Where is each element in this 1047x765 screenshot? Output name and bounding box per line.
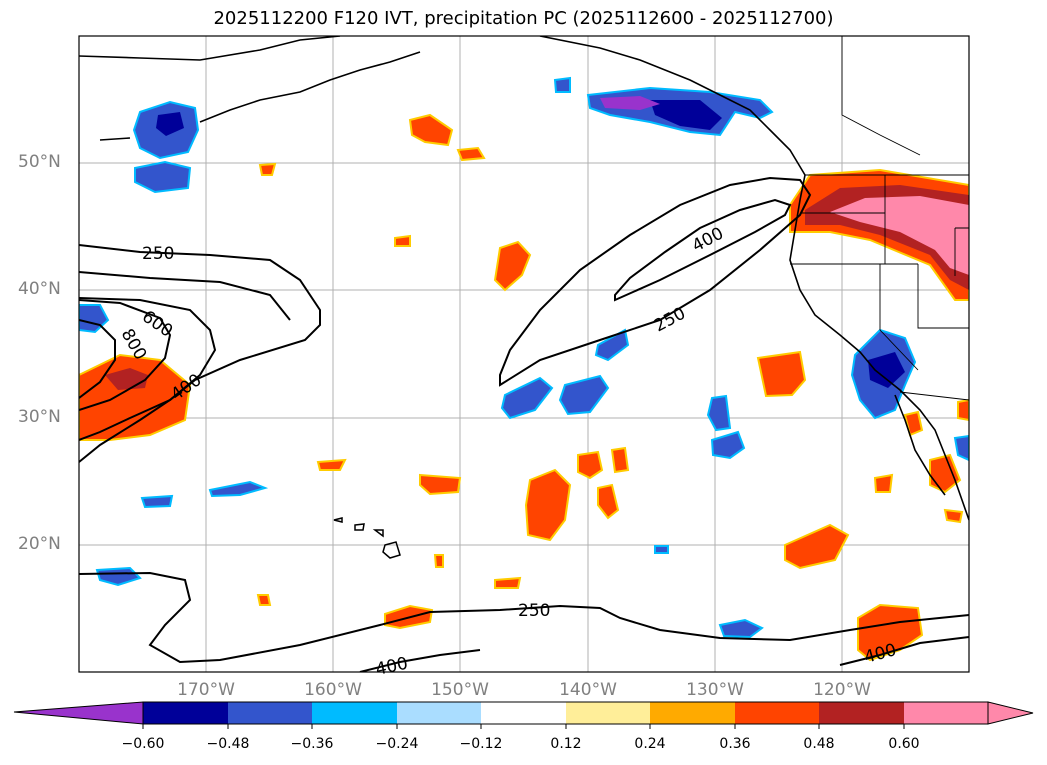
contour-800-west	[79, 319, 116, 399]
coastlines	[79, 36, 969, 521]
lat-label: 40°N	[18, 279, 61, 299]
colorbar-bin	[481, 702, 566, 724]
contour-600-west	[79, 299, 172, 411]
ivt-contours	[79, 176, 969, 672]
colorbar-bin	[143, 702, 228, 724]
border-canada-alaska	[841, 36, 921, 156]
border-us-mexico	[899, 391, 969, 401]
colorbar-bin	[650, 702, 735, 724]
contour-250-west	[79, 244, 321, 463]
contour-label: 400	[689, 224, 727, 257]
border-ca-nv	[879, 264, 919, 371]
colorbar-bin	[312, 702, 397, 724]
colorbar-bin	[397, 702, 481, 724]
colorbar-tick-label: 0.48	[803, 736, 835, 752]
political-borders	[790, 36, 969, 401]
hawaii-islands	[333, 517, 401, 559]
lon-label: 170°W	[177, 680, 235, 700]
colorbar-tick-label: 0.36	[719, 736, 751, 752]
patch-us-northwest-pink	[830, 196, 969, 275]
coast-alaska	[79, 36, 421, 141]
colorbar-extend-high	[987, 701, 1034, 725]
map-frame	[78, 35, 970, 673]
map-title: 2025112200 F120 IVT, precipitation PC (2…	[213, 8, 834, 29]
contour-label: 250	[142, 244, 174, 264]
colorbar-tick-label: 0.60	[888, 736, 920, 752]
coast-north-america	[539, 36, 969, 521]
contour-label: 250	[518, 601, 550, 621]
contour-400-central	[614, 198, 792, 302]
lat-label: 50°N	[18, 152, 61, 172]
colorbar-tick-label: −0.60	[121, 736, 165, 752]
colorbar-tick-label: −0.12	[459, 736, 503, 752]
contour-label: 400	[374, 654, 410, 680]
coast-baja	[894, 394, 946, 496]
colorbar-bin	[228, 702, 312, 724]
colorbar-bin	[735, 702, 819, 724]
contour-400-west	[79, 297, 217, 441]
lon-label: 130°W	[686, 680, 744, 700]
positive-precip-patches	[79, 113, 969, 662]
colorbar-tick-label: 0.12	[550, 736, 582, 752]
contour-400-south	[359, 636, 969, 672]
negative-precip-patches	[79, 76, 969, 639]
colorbar-tick-label: −0.48	[206, 736, 250, 752]
colorbar-tick-label: 0.24	[634, 736, 666, 752]
contour-250-west-upper	[79, 271, 291, 321]
lat-label: 20°N	[18, 534, 61, 554]
colorbar-bin	[819, 702, 904, 724]
lat-label: 30°N	[18, 407, 61, 427]
lon-label: 120°W	[813, 680, 871, 700]
lon-label: 150°W	[431, 680, 489, 700]
colorbar-tick-label: −0.36	[290, 736, 334, 752]
lon-label: 140°W	[559, 680, 617, 700]
colorbar	[13, 701, 1034, 729]
contour-250-central	[499, 176, 812, 387]
colorbar-tick-label: −0.24	[375, 736, 419, 752]
colorbar-bin	[904, 702, 988, 724]
contour-label: 250	[651, 304, 689, 337]
colorbar-extend-low	[13, 701, 144, 725]
border-ca-ne	[954, 227, 969, 276]
contour-250-south	[79, 571, 969, 664]
lon-label: 160°W	[304, 680, 362, 700]
border-nevada	[917, 264, 969, 329]
colorbar-bin	[566, 702, 650, 724]
